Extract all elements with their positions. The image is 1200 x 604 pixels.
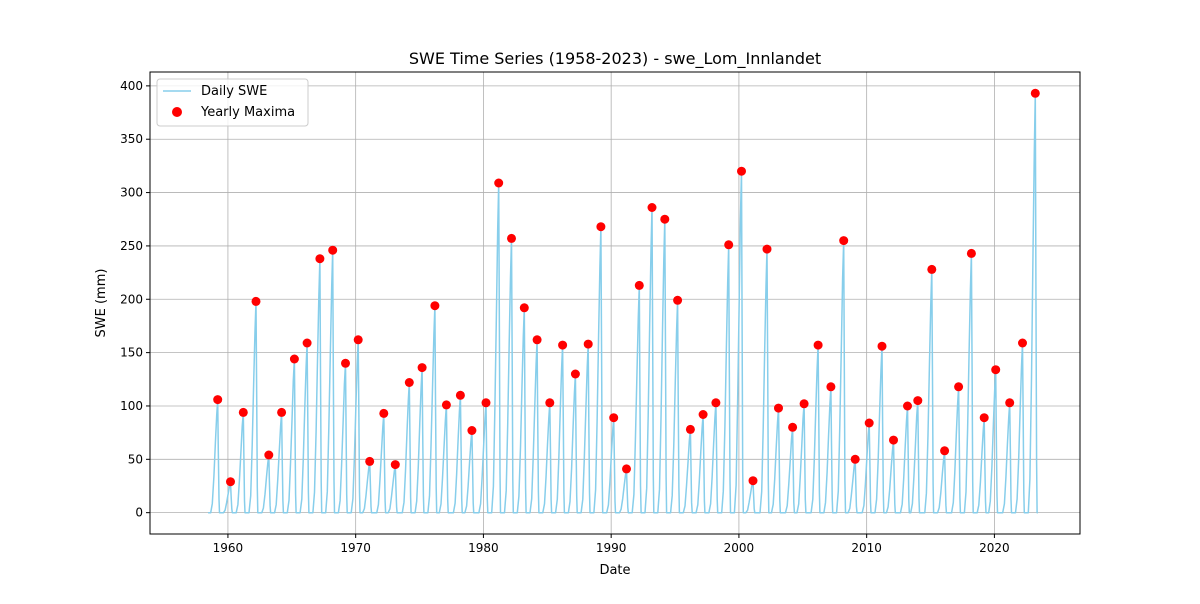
yearly-maximum-point [455,390,465,400]
legend-box [156,78,309,127]
y-tick-label: 0 [135,506,143,520]
yearly-maximum-point [634,280,644,290]
yearly-maximum-point [404,378,414,387]
yearly-maximum-point [277,407,287,417]
yearly-maximum-point [940,446,950,456]
y-tick-label: 250 [120,239,143,253]
yearly-maximum-point [341,358,350,368]
y-axis-ticks: 0 50 100 150 200 250 300 350 400 [120,79,150,520]
yearly-maximum-point [481,398,491,408]
yearly-maximum-point [213,395,223,405]
yearly-maximum-point [1018,338,1027,348]
legend: Daily SWE Yearly Maxima [156,78,309,127]
yearly-maximum-point [622,464,631,474]
yearly-maximum-point [238,407,248,417]
yearly-maximum-point [737,166,746,176]
yearly-maximum-point [417,363,427,373]
yearly-maximum-point [519,303,529,313]
yearly-maximum-point [583,339,593,349]
yearly-maximum-point [839,236,849,246]
yearly-maximum-point [788,422,798,432]
yearly-maximum-point [1005,398,1015,408]
yearly-maximum-point [507,233,516,243]
x-tick-label: 1980 [468,541,499,555]
x-tick-label: 1990 [596,541,627,555]
yearly-maximum-point [698,410,708,419]
yearly-maximum-point [877,341,887,351]
yearly-maximum-point [390,460,400,470]
yearly-maximum-point [251,296,261,306]
yearly-maximum-point [979,413,989,423]
y-tick-label: 400 [120,79,143,93]
yearly-maximum-point [289,354,299,364]
y-tick-label: 150 [120,346,143,360]
y-tick-label: 100 [120,399,143,413]
yearly-maximum-point [570,369,580,379]
plot-frame [149,71,1081,535]
daily-swe-line-layer [208,92,1038,514]
yearly-maximum-point [813,340,823,350]
legend-label-daily-swe: Daily SWE [201,84,267,99]
yearly-maximum-point [685,424,695,434]
yearly-maximum-point [596,222,606,232]
yearly-maximum-point [762,244,772,254]
yearly-maximum-point [226,477,235,487]
yearly-maximum-point [545,398,555,408]
y-tick-label: 300 [120,186,143,200]
yearly-maximum-point [494,178,504,188]
yearly-maximum-point [864,418,874,428]
yearly-maximum-point [302,338,312,348]
yearly-maximum-point [826,382,836,392]
yearly-maximum-point [609,413,619,423]
y-tick-label: 200 [120,292,143,306]
yearly-maximum-point [647,203,657,212]
yearly-maximum-point [328,245,338,255]
legend-label-yearly-maxima: Yearly Maxima [200,105,295,120]
yearly-maximum-point [774,403,783,413]
yearly-maximum-point [954,382,964,392]
x-tick-label: 2000 [724,541,755,555]
yearly-maximum-point [264,450,274,460]
yearly-maximum-point [850,454,860,464]
yearly-maximum-point [991,365,1001,375]
yearly-maximum-point [748,476,758,486]
yearly-maximum-point [913,396,923,406]
yearly-maximum-point [799,399,809,409]
yearly-maximum-point [365,456,375,466]
yearly-maximum-point [467,426,477,435]
yearly-maxima-layer [213,88,1040,487]
x-tick-label: 1970 [340,541,371,555]
yearly-maximum-point [673,295,683,305]
yearly-maximum-point [353,335,363,345]
grid [150,72,1080,534]
x-tick-label: 1960 [213,541,244,555]
yearly-maximum-point [966,248,976,258]
y-axis-label: SWE (mm) [94,269,109,338]
legend-dot-icon [172,107,182,117]
x-axis-ticks: 1960 1970 1980 1990 2000 2010 2020 [213,534,1010,555]
yearly-maximum-point [558,340,568,350]
y-tick-label: 50 [128,452,143,466]
yearly-maximum-point [903,401,912,411]
yearly-maximum-point [441,400,451,410]
yearly-maximum-point [724,240,734,250]
x-tick-label: 2020 [979,541,1010,555]
yearly-maximum-point [379,408,389,418]
y-tick-label: 350 [120,132,143,146]
yearly-maximum-point [927,264,937,274]
yearly-maximum-point [711,398,721,408]
yearly-maximum-point [315,254,325,264]
chart-title: SWE Time Series (1958-2023) - swe_Lom_In… [409,49,821,69]
yearly-maximum-point [1030,88,1040,98]
x-tick-label: 2010 [851,541,882,555]
yearly-maximum-point [660,214,670,224]
yearly-maximum-point [430,301,440,311]
yearly-maximum-point [889,435,898,445]
yearly-maximum-point [532,335,542,345]
daily-swe-line [208,92,1038,514]
x-axis-label: Date [599,563,630,578]
